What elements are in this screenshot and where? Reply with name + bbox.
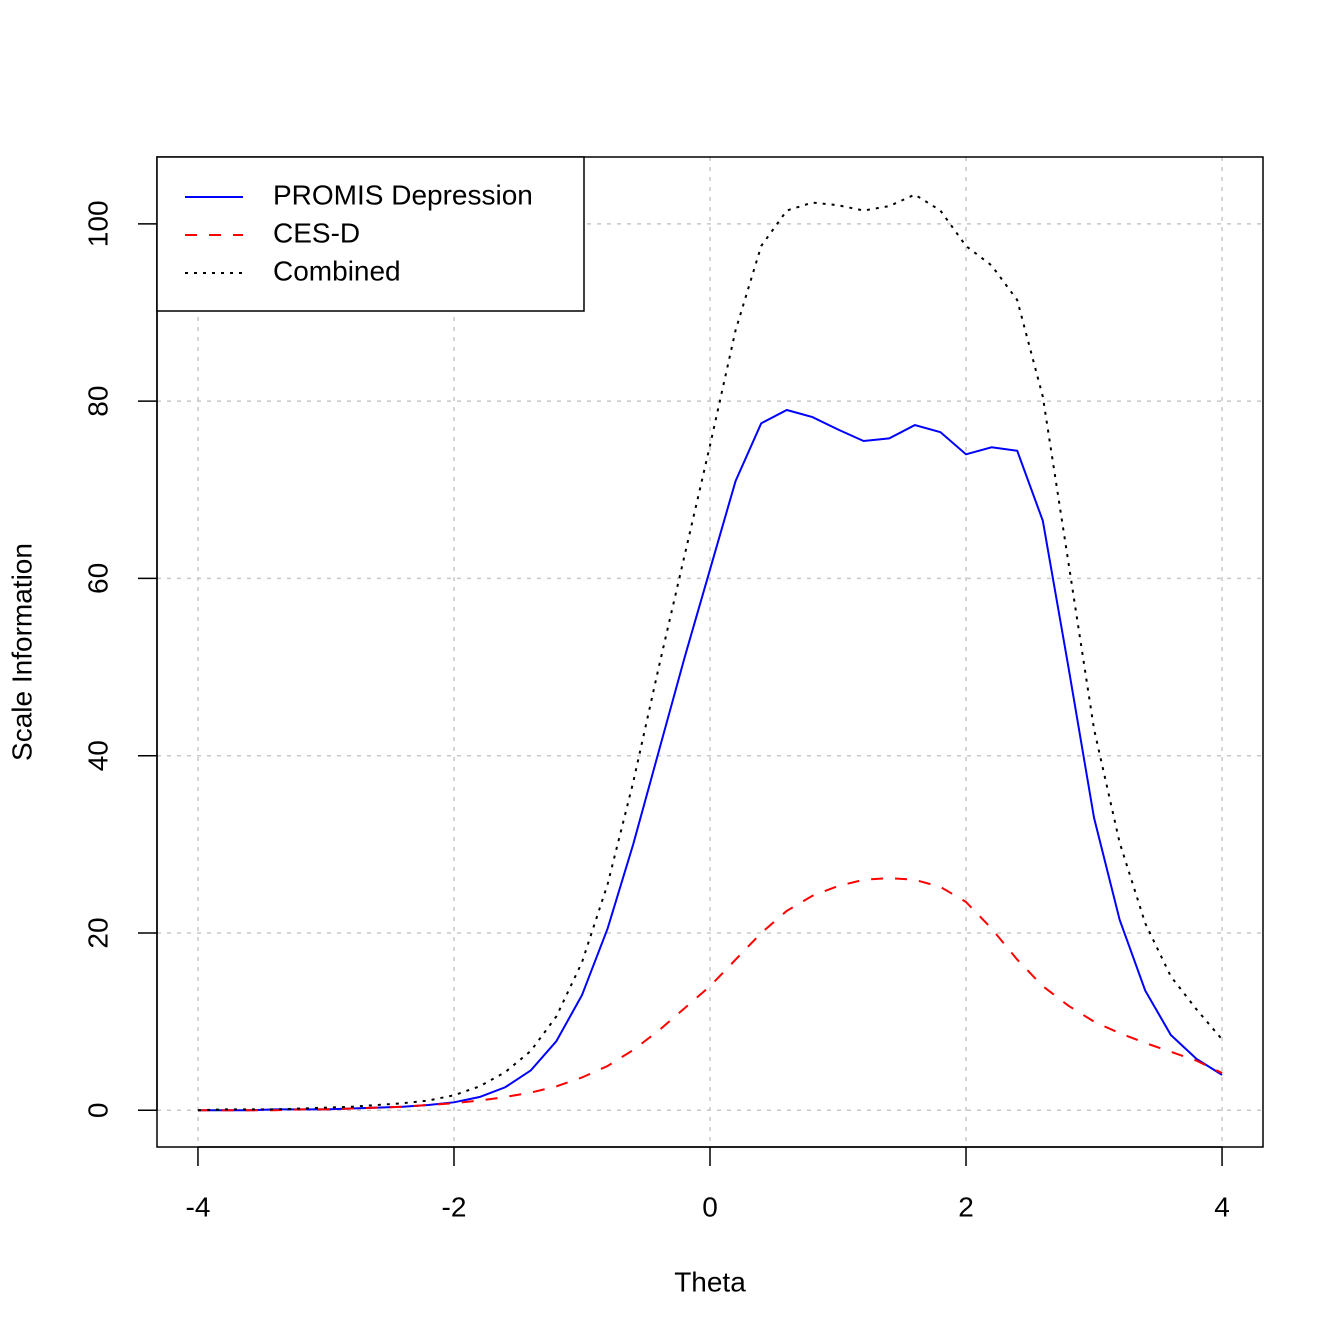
- x-tick-label: -2: [442, 1191, 467, 1222]
- y-tick-label: 80: [82, 386, 113, 417]
- x-tick-label: -4: [186, 1191, 211, 1222]
- data-line: [197, 193, 1223, 1112]
- plot-frame: [156, 156, 1264, 1148]
- y-tick-label: 100: [82, 200, 113, 247]
- y-tick-label: 40: [82, 740, 113, 771]
- x-tick-label: 4: [1214, 1191, 1230, 1222]
- y-axis-label: Scale Information: [6, 543, 37, 761]
- legend-label: PROMIS Depression: [273, 179, 533, 210]
- legend-label: CES-D: [273, 217, 360, 248]
- y-tick-label: 0: [82, 1103, 113, 1119]
- x-tick-label: 2: [958, 1191, 974, 1222]
- legend-box: [156, 156, 585, 312]
- y-tick-label: 20: [82, 917, 113, 948]
- legend-label: Combined: [273, 255, 401, 286]
- y-tick-label: 60: [82, 563, 113, 594]
- x-axis-label: Theta: [674, 1266, 746, 1297]
- data-line: [197, 877, 1223, 1112]
- x-tick-label: 0: [702, 1191, 718, 1222]
